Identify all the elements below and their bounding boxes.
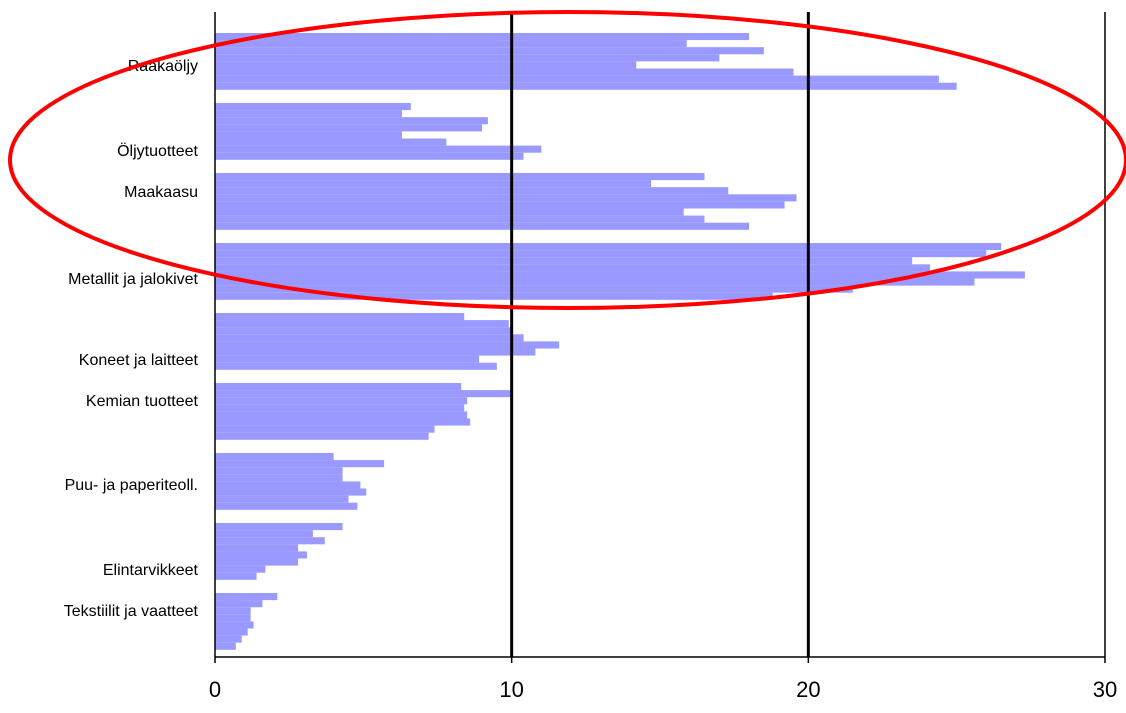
bar	[215, 481, 361, 489]
bar	[215, 173, 705, 181]
category-label: Tekstiilit ja vaatteet	[64, 603, 199, 620]
bar	[215, 47, 764, 55]
x-tick-label: 10	[499, 677, 523, 702]
bar	[215, 390, 512, 398]
category-label: Koneet ja laitteet	[79, 352, 199, 369]
bar	[215, 565, 266, 573]
bar	[215, 355, 480, 363]
bar	[215, 425, 435, 433]
bar	[215, 82, 957, 90]
bar	[215, 124, 482, 132]
bar	[215, 530, 313, 538]
bar	[215, 152, 524, 160]
bar	[215, 600, 263, 608]
bar	[215, 61, 637, 69]
bar	[215, 250, 987, 258]
bar	[215, 243, 1002, 251]
bar	[215, 313, 465, 321]
bar	[215, 474, 343, 482]
bar	[215, 145, 542, 153]
bar	[215, 488, 367, 496]
bar	[215, 453, 334, 461]
bar	[215, 628, 248, 636]
bar	[215, 222, 749, 230]
category-label: Maakaasu	[124, 184, 198, 201]
bar	[215, 292, 773, 300]
bar	[215, 33, 749, 41]
bar	[215, 208, 684, 216]
bar	[215, 635, 242, 643]
bar	[215, 117, 488, 125]
bar	[215, 215, 705, 223]
bar	[215, 348, 536, 356]
bar	[215, 495, 349, 503]
bar	[215, 502, 358, 510]
bar	[215, 621, 254, 629]
bar	[215, 103, 411, 111]
category-label: Elintarvikkeet	[103, 562, 199, 579]
bar	[215, 278, 975, 286]
bar	[215, 131, 402, 139]
bar	[215, 551, 307, 559]
bar	[215, 68, 794, 76]
category-label: Kemian tuotteet	[86, 393, 199, 410]
bar	[215, 537, 325, 545]
x-tick-labels: 0 10 20 30	[209, 657, 1117, 702]
bar	[215, 397, 468, 405]
bar	[215, 54, 720, 62]
bar	[215, 180, 652, 188]
bar	[215, 201, 785, 209]
bar	[215, 523, 343, 531]
category-label: Öljytuotteet	[117, 142, 198, 160]
x-tick-label: 0	[209, 677, 221, 702]
bar	[215, 257, 913, 265]
bar	[215, 404, 465, 412]
bar	[215, 320, 509, 328]
category-label: Puu- ja paperiteoll.	[65, 477, 198, 494]
gridlines	[510, 12, 1106, 657]
bar	[215, 614, 251, 622]
bar	[215, 642, 236, 650]
x-tick-label: 30	[1093, 677, 1117, 702]
bar	[215, 75, 939, 83]
category-label: Metallit ja jalokivet	[68, 271, 198, 288]
bar	[215, 334, 524, 342]
bar	[215, 558, 299, 566]
bar	[215, 607, 251, 615]
bar	[215, 383, 462, 391]
highlight-ellipse	[8, 10, 1126, 310]
bar	[215, 194, 797, 202]
bar	[215, 467, 343, 475]
bar	[215, 187, 729, 195]
bar	[215, 411, 468, 419]
bar	[215, 593, 278, 601]
bar	[215, 362, 497, 370]
bar	[215, 572, 257, 580]
bar	[215, 341, 560, 349]
bar	[215, 432, 429, 440]
bar	[215, 138, 447, 146]
bar	[215, 460, 385, 468]
x-tick-label: 20	[796, 677, 820, 702]
bar	[215, 271, 1025, 279]
bar	[215, 264, 930, 272]
bar	[215, 285, 853, 293]
bar	[215, 40, 687, 48]
bars	[215, 33, 1025, 650]
bar	[215, 110, 402, 118]
bar	[215, 544, 299, 552]
bar	[215, 418, 471, 426]
bar	[215, 327, 512, 335]
